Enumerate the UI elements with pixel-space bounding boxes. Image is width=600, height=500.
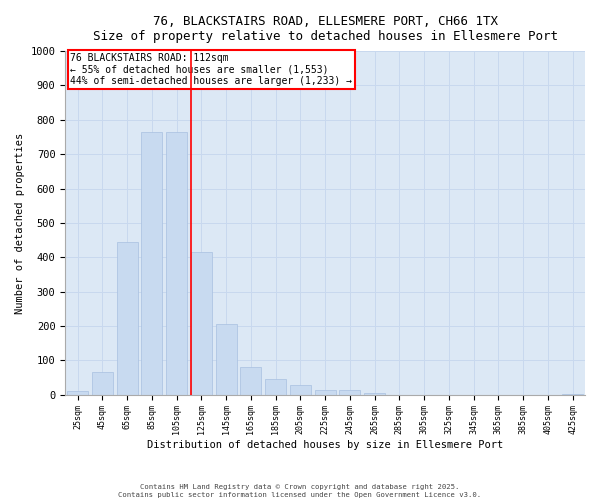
X-axis label: Distribution of detached houses by size in Ellesmere Port: Distribution of detached houses by size … [147,440,503,450]
Bar [340,390,361,394]
Bar [92,372,113,394]
Bar [142,132,163,394]
Bar [191,252,212,394]
Title: 76, BLACKSTAIRS ROAD, ELLESMERE PORT, CH66 1TX
Size of property relative to deta: 76, BLACKSTAIRS ROAD, ELLESMERE PORT, CH… [92,15,557,43]
Bar [290,385,311,394]
Text: 76 BLACKSTAIRS ROAD: 112sqm
← 55% of detached houses are smaller (1,553)
44% of : 76 BLACKSTAIRS ROAD: 112sqm ← 55% of det… [70,53,352,86]
Y-axis label: Number of detached properties: Number of detached properties [15,132,25,314]
Bar [241,367,262,394]
Bar [265,378,286,394]
Bar [67,392,88,394]
Bar [215,324,236,394]
Bar [314,390,335,394]
Text: Contains HM Land Registry data © Crown copyright and database right 2025.
Contai: Contains HM Land Registry data © Crown c… [118,484,482,498]
Bar [166,132,187,394]
Bar [364,393,385,394]
Bar [116,242,137,394]
